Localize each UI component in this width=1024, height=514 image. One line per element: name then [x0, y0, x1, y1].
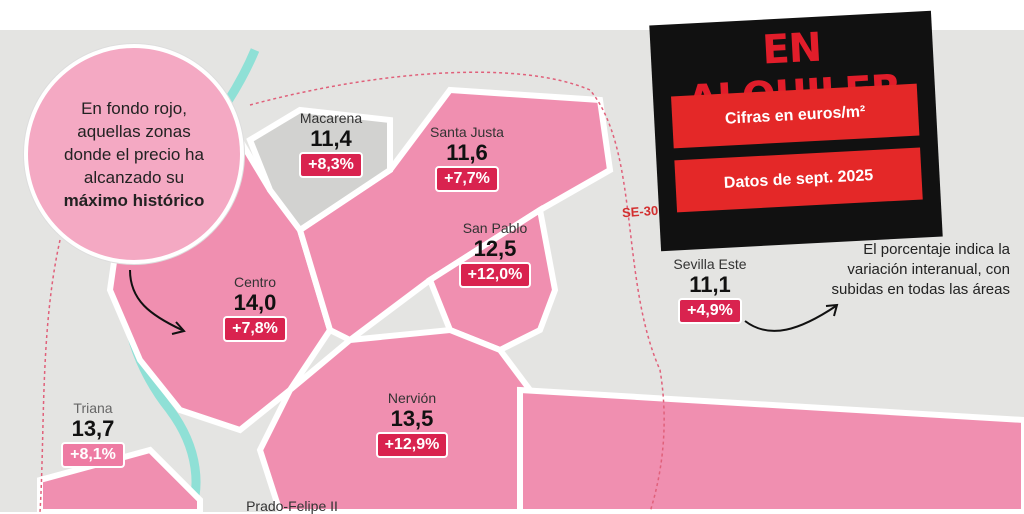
se30-ring	[249, 71, 665, 512]
zone-name: Macarena	[299, 110, 363, 126]
zone-value: 13,5	[390, 406, 434, 431]
zone-name: Sevilla Este	[673, 256, 747, 272]
note-text: El porcentaje indica la variación intera…	[831, 241, 1010, 298]
zone-santa-justa: Santa Justa 11,6 +7,7%	[412, 124, 522, 192]
date-tag: Datos de sept. 2025	[674, 147, 923, 213]
zone-value: 11,4	[310, 126, 352, 151]
callout-arrowhead	[171, 321, 186, 335]
zone-value: 13,7	[71, 416, 115, 441]
zone-value: 12,5	[473, 236, 517, 261]
zone-name: Prado-Felipe II	[246, 498, 338, 514]
callout-text-main: En fondo rojo, aquellas zonas donde el p…	[64, 98, 204, 187]
note-arrowhead	[825, 303, 839, 317]
zone-centro: Centro 14,0 +7,8%	[206, 274, 304, 342]
zone-name: Nervión	[387, 390, 437, 406]
zone-name: Centro	[233, 274, 277, 290]
zone-nervion: Nervión 13,5 +12,9%	[362, 390, 462, 458]
title-box: EN ALQUILER Cifras en euros/m² Datos de …	[649, 10, 943, 252]
zone-prado-felipe: Prado-Felipe II	[230, 498, 354, 514]
callout-text: En fondo rojo, aquellas zonas donde el p…	[54, 97, 214, 212]
zone-value: 11,6	[446, 140, 488, 165]
callout-arrow	[129, 269, 183, 331]
zone-change: +7,7%	[435, 166, 499, 192]
zone-value: 11,1	[689, 272, 731, 297]
zone-san-pablo: San Pablo 12,5 +12,0%	[445, 220, 545, 288]
note-arrow	[744, 305, 837, 332]
santa-justa-area	[296, 86, 614, 344]
lower-left-area	[37, 446, 203, 512]
zone-sevilla-este: Sevilla Este 11,1 +4,9%	[660, 256, 760, 324]
zone-change: +8,3%	[299, 152, 363, 178]
road-label: SE-30	[621, 202, 659, 221]
east-area	[517, 386, 1024, 512]
zone-name: Santa Justa	[430, 124, 504, 140]
zone-value: 14,0	[233, 290, 277, 315]
zone-triana: Triana 13,7 +8,1%	[48, 400, 138, 468]
se30-ring-west	[39, 239, 61, 512]
zone-name: San Pablo	[462, 220, 528, 236]
zone-change: +7,8%	[223, 316, 287, 342]
callout-text-bold: máximo histórico	[63, 190, 205, 210]
zone-change: +12,0%	[458, 262, 532, 288]
zone-change: +8,1%	[61, 442, 125, 468]
zone-name: Triana	[73, 400, 113, 416]
zone-change: +4,9%	[678, 298, 742, 324]
zone-change: +12,9%	[375, 432, 449, 458]
zone-macarena: Macarena 11,4 +8,3%	[286, 110, 376, 178]
callout-circle: En fondo rojo, aquellas zonas donde el p…	[24, 44, 244, 264]
